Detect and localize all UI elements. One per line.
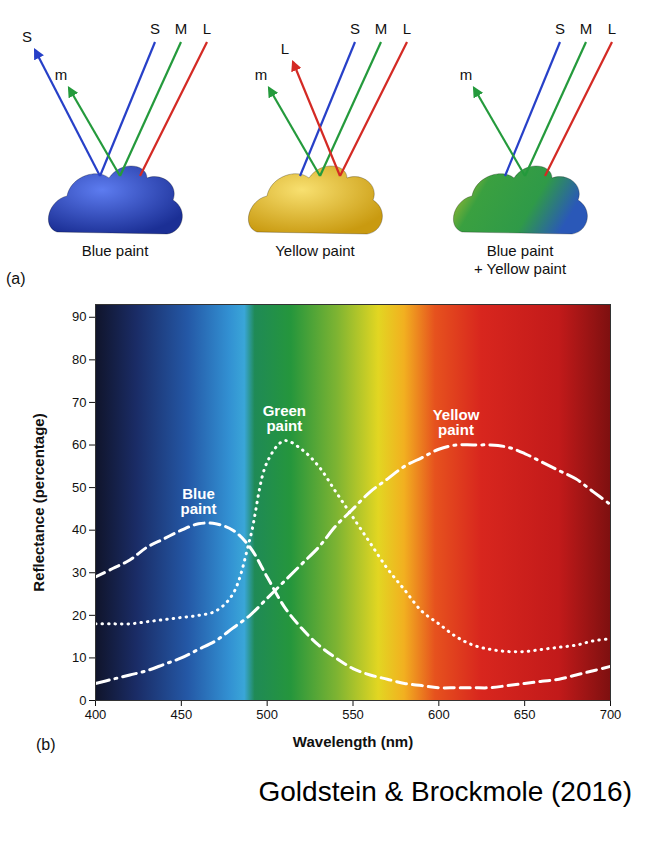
- svg-text:Bluepaint: Bluepaint: [181, 485, 217, 517]
- svg-text:M: M: [175, 20, 188, 37]
- svg-text:L: L: [608, 20, 616, 37]
- svg-text:Blue paint: Blue paint: [82, 242, 150, 259]
- svg-text:M: M: [580, 20, 593, 37]
- svg-text:m: m: [460, 66, 473, 83]
- svg-text:60: 60: [72, 437, 86, 452]
- svg-text:Greenpaint: Greenpaint: [263, 402, 306, 434]
- svg-text:500: 500: [256, 707, 278, 722]
- svg-text:80: 80: [72, 352, 86, 367]
- svg-text:M: M: [375, 20, 388, 37]
- svg-text:S: S: [555, 20, 565, 37]
- svg-text:10: 10: [72, 650, 86, 665]
- svg-text:L: L: [403, 20, 411, 37]
- svg-text:20: 20: [72, 607, 86, 622]
- svg-text:L: L: [203, 20, 211, 37]
- svg-text:+ Yellow paint: + Yellow paint: [474, 260, 567, 277]
- svg-text:70: 70: [72, 395, 86, 410]
- svg-text:S: S: [350, 20, 360, 37]
- svg-text:S: S: [150, 20, 160, 37]
- svg-text:30: 30: [72, 565, 86, 580]
- svg-text:L: L: [281, 40, 289, 57]
- svg-text:Yellow paint: Yellow paint: [275, 242, 355, 259]
- html-text:Goldstein & Brockmole (2016): Goldstein & Brockmole (2016): [258, 776, 632, 807]
- svg-text:90: 90: [72, 309, 86, 324]
- html-text:(b): (b): [36, 736, 56, 753]
- svg-text:(a): (a): [6, 270, 26, 287]
- svg-text:40: 40: [72, 522, 86, 537]
- svg-text:50: 50: [72, 480, 86, 495]
- svg-text:450: 450: [170, 707, 192, 722]
- svg-text:m: m: [255, 66, 268, 83]
- svg-text:700: 700: [600, 707, 622, 722]
- svg-text:S: S: [22, 28, 32, 45]
- svg-text:Blue paint: Blue paint: [487, 242, 555, 259]
- svg-text:600: 600: [428, 707, 450, 722]
- svg-text:Reflectance (percentage): Reflectance (percentage): [30, 413, 47, 591]
- svg-text:400: 400: [85, 707, 107, 722]
- svg-text:550: 550: [342, 707, 364, 722]
- svg-text:0: 0: [79, 693, 86, 708]
- svg-text:Wavelength (nm): Wavelength (nm): [293, 733, 413, 750]
- svg-text:Yellowpaint: Yellowpaint: [433, 406, 480, 438]
- svg-text:m: m: [55, 66, 68, 83]
- svg-text:650: 650: [514, 707, 536, 722]
